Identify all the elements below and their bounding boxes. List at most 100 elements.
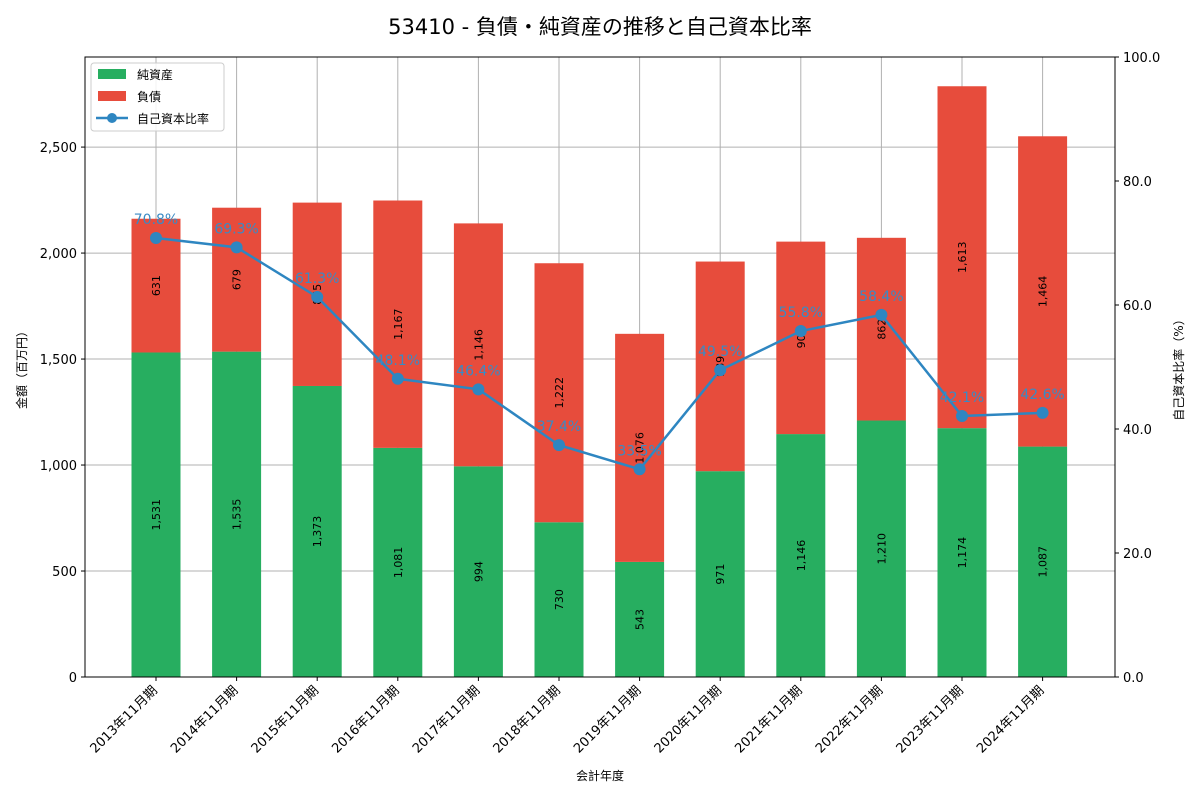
y-tick-label: 1,500 [40,353,77,368]
equity-bar [131,352,181,677]
x-tick-label: 2021年11月期 [732,683,805,756]
x-tick-label: 2018年11月期 [491,683,564,756]
equity-value-label: 971 [714,564,727,585]
y2-tick-label: 40.0 [1123,423,1152,438]
liabilities-value-label: 1,146 [472,329,485,361]
y2-tick-label: 80.0 [1123,175,1152,190]
ratio-value-label: 55.8% [779,305,823,321]
x-tick-label: 2020年11月期 [652,683,725,756]
liabilities-value-label: 679 [231,269,244,290]
liabilities-value-label: 1,613 [956,241,969,273]
equity-bar [534,522,584,677]
x-tick-label: 2022年11月期 [813,683,886,756]
equity-value-label: 1,087 [1037,546,1050,578]
x-axis-label: 会計年度 [576,768,624,783]
liabilities-bar [534,263,584,523]
ratio-marker [956,409,968,422]
x-tick-label: 2024年11月期 [974,683,1047,756]
ratio-value-label: 69.3% [214,221,258,237]
equity-bar [453,466,503,677]
x-tick-label: 2019年11月期 [571,683,644,756]
equity-value-label: 994 [472,561,485,582]
equity-bar [615,561,665,677]
y2-tick-label: 100.0 [1123,51,1160,66]
ratio-value-label: 70.8% [134,212,178,228]
ratio-marker [472,383,485,396]
ratio-marker [875,308,888,321]
ratio-marker [633,463,646,476]
legend-ratio-marker [107,113,117,123]
ratio-value-label: 49.5% [698,344,742,360]
bar-series: 1,5316311,5356791,3738651,0811,1679941,1… [131,86,1068,677]
x-tick-label: 2016年11月期 [329,683,402,756]
liabilities-value-label: 1,222 [553,377,566,409]
equity-bar [212,351,262,677]
y2-axis-label: 自己資本比率（%） [1171,313,1186,420]
y-tick-label: 2,000 [40,247,77,262]
equity-value-label: 1,174 [956,537,969,569]
ratio-marker [150,232,162,245]
equity-value-label: 1,373 [311,516,324,548]
equity-value-label: 730 [553,589,566,610]
y2-tick-label: 20.0 [1123,547,1152,562]
legend-liabilities-label: 負債 [137,89,161,104]
x-tick-label: 2023年11月期 [894,683,967,756]
equity-bar [373,447,423,677]
ratio-marker [1036,406,1049,419]
liabilities-value-label: 1,076 [634,432,647,464]
liabilities-bar [1018,136,1068,447]
ratio-line [155,236,1043,471]
ratio-line-series: 70.8% 69.3% 61.3% 48.1% 46.4% 37.4% 33.5% 49.5%… [134,212,1065,476]
ratio-value-label: 42.6% [1020,387,1064,403]
y2-tick-label: 60.0 [1123,299,1152,314]
equity-value-label: 1,146 [795,540,808,572]
axes: 0 500 1,000 1,500 2,000 2,500 0.0 20.0 40.0 60.0 8… [40,51,1160,757]
ratio-value-label: 42.1% [940,390,984,406]
x-tick-label: 2013年11月期 [88,683,161,756]
ratio-value-label: 61.3% [295,271,339,287]
equity-value-label: 1,535 [231,499,244,531]
equity-bar [1018,446,1068,677]
ratio-value-label: 37.4% [537,419,581,435]
y-axis-label: 金額（百万円） [14,325,29,409]
legend-equity-swatch [98,69,126,79]
x-tick-label: 2015年11月期 [249,683,322,756]
legend-equity-label: 純資産 [137,67,173,82]
equity-bar [856,420,906,677]
liabilities-value-label: 862 [875,319,888,340]
plot-frame [84,56,1116,678]
ratio-marker [311,290,324,303]
ratio-marker [553,439,565,452]
ratio-marker [714,364,727,377]
liabilities-value-label: 631 [150,275,163,296]
x-tick-label: 2014年11月期 [168,683,241,756]
liabilities-bar [453,223,503,467]
equity-bar [776,434,826,677]
equity-bar [292,385,342,677]
y-tick-label: 2,500 [40,141,77,156]
legend: 純資産 負債 自己資本比率 [90,62,225,132]
liabilities-bar [373,200,423,448]
y-tick-label: 500 [52,565,77,580]
legend-liabilities-swatch [98,91,126,101]
y-tick-label: 1,000 [40,459,77,474]
x-tick-label: 2017年11月期 [410,683,483,756]
ratio-value-label: 33.5% [617,443,661,459]
ratio-value-label: 58.4% [859,289,903,305]
ratio-value-label: 48.1% [376,353,420,369]
equity-value-label: 543 [634,609,647,630]
y2-tick-label: 0.0 [1123,671,1144,686]
equity-bar [937,428,987,677]
liabilities-bar [856,237,906,421]
y-tick-label: 0 [69,671,77,686]
chart-title: 53410 - 負債・純資産の推移と自己資本比率 [388,15,812,39]
ratio-value-label: 46.4% [456,363,500,379]
equity-value-label: 1,081 [392,547,405,579]
ratio-marker [230,241,243,254]
equity-value-label: 1,531 [150,499,163,531]
liabilities-bar [212,207,262,352]
ratio-marker [794,325,807,338]
equity-bar [695,471,745,677]
liabilities-value-label: 1,464 [1037,276,1050,308]
